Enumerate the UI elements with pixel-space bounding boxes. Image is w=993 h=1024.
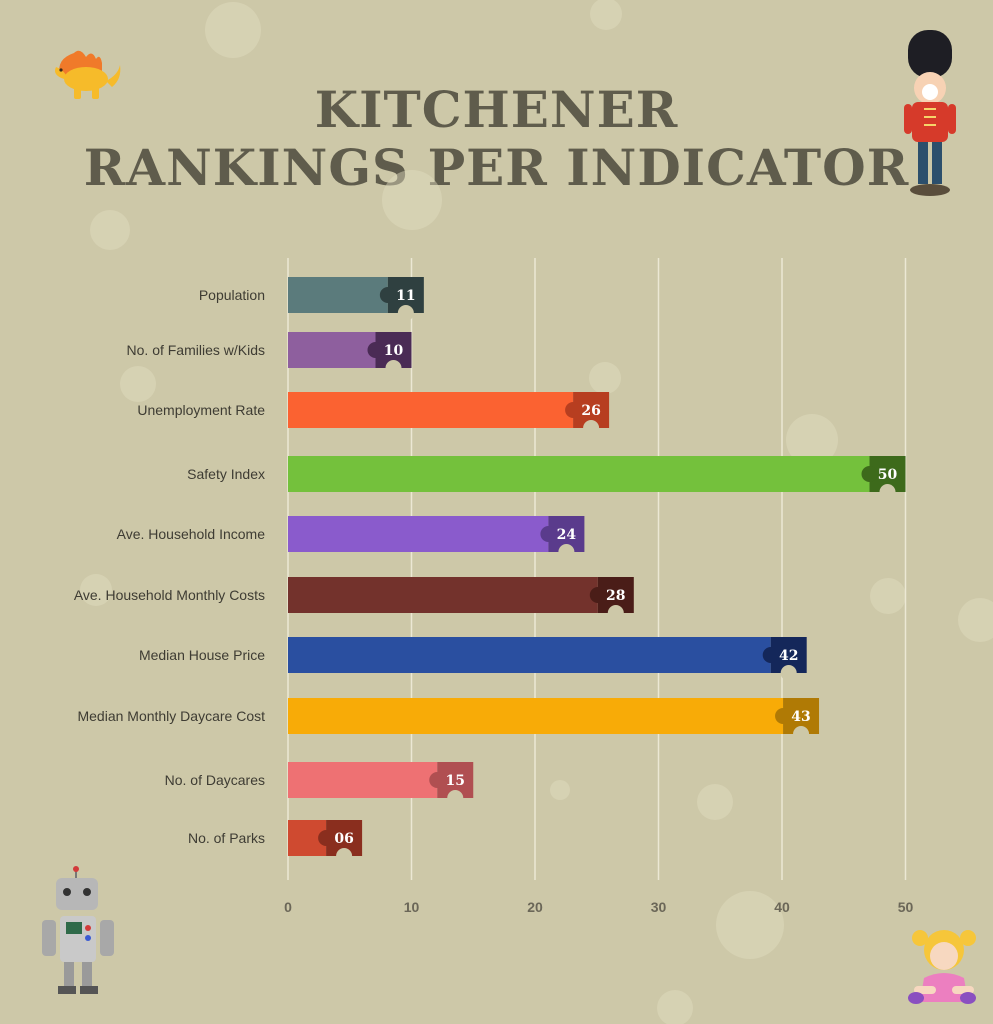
puzzle-notch bbox=[397, 305, 414, 321]
value-label: 15 bbox=[446, 773, 465, 789]
bokeh-circle bbox=[870, 578, 906, 614]
puzzle-notch bbox=[793, 726, 810, 742]
category-label: Safety Index bbox=[187, 466, 265, 482]
value-label: 50 bbox=[878, 467, 898, 483]
bar bbox=[288, 637, 771, 673]
bokeh-circle bbox=[786, 414, 838, 466]
category-label: Population bbox=[199, 287, 265, 303]
puzzle-knob bbox=[762, 647, 779, 663]
category-label: Median Monthly Daycare Cost bbox=[77, 708, 265, 724]
bar bbox=[288, 762, 438, 798]
puzzle-notch bbox=[780, 665, 797, 681]
bokeh-circle bbox=[958, 598, 993, 642]
bokeh-circle bbox=[590, 0, 622, 30]
bar-group: 50 bbox=[288, 456, 906, 500]
puzzle-knob bbox=[589, 587, 606, 603]
category-label: No. of Families w/Kids bbox=[127, 342, 265, 358]
bar-group: 11 bbox=[288, 277, 424, 321]
bars: 11 10 26 50 24 28 42 43 15 06 bbox=[288, 277, 906, 864]
value-label: 06 bbox=[334, 831, 353, 847]
value-label: 28 bbox=[606, 588, 625, 604]
x-axis-ticks: 0 10 20 30 40 50 bbox=[284, 899, 913, 915]
puzzle-notch bbox=[583, 420, 600, 436]
doll-toy-icon bbox=[908, 930, 976, 1004]
puzzle-knob bbox=[429, 772, 446, 788]
category-label: Ave. Household Income bbox=[117, 526, 266, 542]
puzzle-knob bbox=[775, 708, 792, 724]
bar-group: 26 bbox=[288, 392, 610, 436]
category-label: Ave. Household Monthly Costs bbox=[74, 587, 265, 603]
puzzle-knob bbox=[379, 287, 396, 303]
bokeh-circle bbox=[205, 2, 261, 58]
bokeh-circle bbox=[90, 210, 130, 250]
title-line-1: KITCHENER bbox=[314, 80, 679, 139]
background-bokeh bbox=[80, 0, 993, 1024]
category-label: No. of Parks bbox=[188, 830, 265, 846]
puzzle-notch bbox=[447, 790, 464, 806]
bar bbox=[288, 456, 870, 492]
bar-group: 10 bbox=[288, 332, 412, 376]
puzzle-notch bbox=[879, 484, 896, 500]
value-label: 11 bbox=[396, 288, 415, 304]
bokeh-circle bbox=[120, 366, 156, 402]
x-tick-label: 20 bbox=[527, 899, 543, 915]
bar-group: 28 bbox=[288, 577, 634, 621]
bokeh-circle bbox=[550, 780, 570, 800]
value-label: 43 bbox=[791, 709, 810, 725]
puzzle-knob bbox=[861, 466, 878, 482]
x-tick-label: 40 bbox=[774, 899, 790, 915]
value-label: 10 bbox=[384, 343, 404, 359]
value-label: 24 bbox=[557, 527, 577, 543]
bar-group: 43 bbox=[288, 698, 820, 742]
puzzle-notch bbox=[385, 360, 402, 376]
bar bbox=[288, 698, 784, 734]
puzzle-knob bbox=[318, 830, 335, 846]
bar-group: 15 bbox=[288, 762, 474, 806]
value-label: 26 bbox=[581, 403, 600, 419]
x-tick-label: 30 bbox=[651, 899, 667, 915]
x-tick-label: 10 bbox=[404, 899, 420, 915]
robot-toy-icon bbox=[42, 866, 114, 994]
bar-group: 42 bbox=[288, 637, 807, 681]
puzzle-notch bbox=[558, 544, 575, 560]
bar-group: 06 bbox=[288, 820, 363, 864]
bokeh-circle bbox=[657, 990, 693, 1024]
bar bbox=[288, 577, 598, 613]
puzzle-knob bbox=[540, 526, 557, 542]
bar bbox=[288, 392, 574, 428]
bar bbox=[288, 332, 376, 368]
bokeh-circle bbox=[589, 362, 621, 394]
dinosaur-toy-icon bbox=[55, 50, 121, 99]
puzzle-knob bbox=[367, 342, 384, 358]
category-label: No. of Daycares bbox=[165, 772, 265, 788]
category-label: Median House Price bbox=[139, 647, 265, 663]
toy-soldier-icon bbox=[904, 30, 956, 196]
puzzle-notch bbox=[607, 605, 624, 621]
bokeh-circle bbox=[80, 574, 112, 606]
title-line-2: RANKINGS PER INDICATOR bbox=[83, 138, 910, 197]
x-tick-label: 50 bbox=[898, 899, 914, 915]
puzzle-knob bbox=[565, 402, 582, 418]
bar bbox=[288, 516, 549, 552]
puzzle-notch bbox=[336, 848, 353, 864]
category-labels: Population No. of Families w/Kids Unemploy… bbox=[74, 287, 265, 846]
bar bbox=[288, 277, 388, 313]
category-label: Unemployment Rate bbox=[137, 402, 265, 418]
x-tick-label: 0 bbox=[284, 899, 292, 915]
bokeh-circle bbox=[697, 784, 733, 820]
bokeh-circle bbox=[382, 170, 442, 230]
bar-group: 24 bbox=[288, 516, 585, 560]
bokeh-circle bbox=[716, 891, 784, 959]
value-label: 42 bbox=[779, 648, 798, 664]
